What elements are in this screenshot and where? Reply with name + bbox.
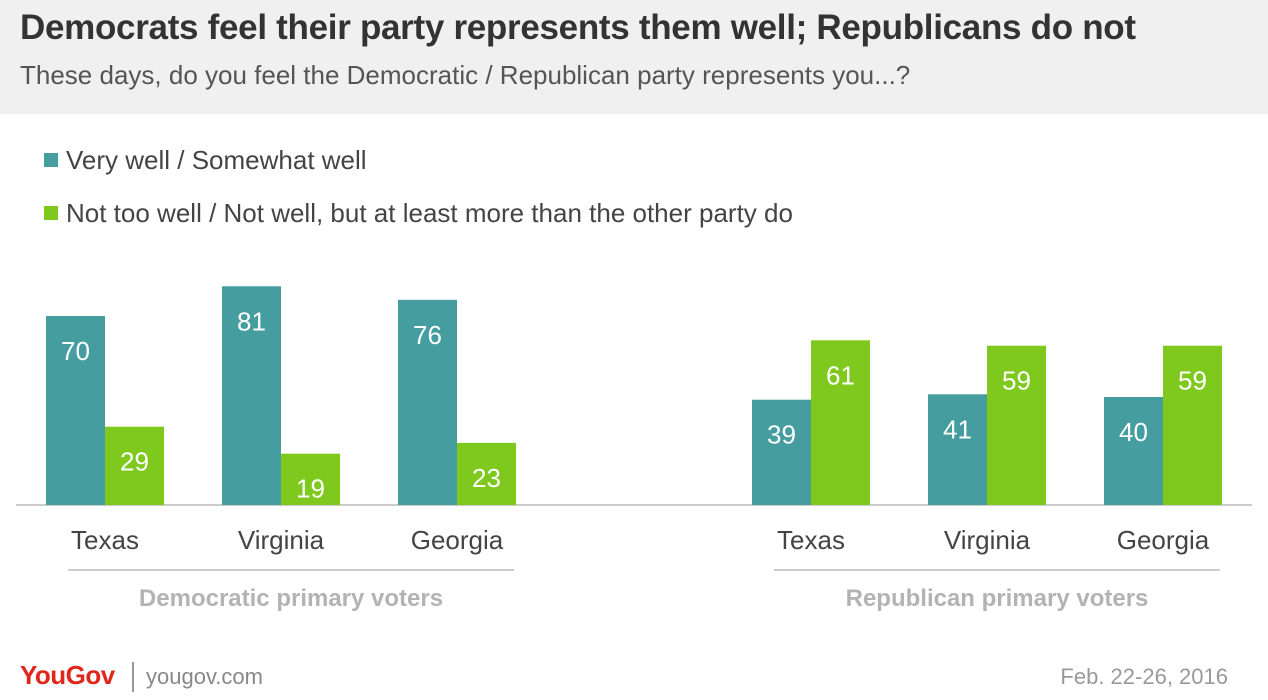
bar-1-2-1: [1163, 345, 1222, 505]
group-label-0: Democratic primary voters: [139, 585, 443, 612]
chart-title: Democrats feel their party represents th…: [20, 8, 1136, 47]
legend-swatch-teal: [44, 153, 58, 167]
category-label-1-0: Texas: [777, 525, 845, 555]
bar-0-2-0: [398, 299, 457, 505]
bar-0-2-1: [457, 442, 516, 505]
data-label-0-1-0: 81: [237, 306, 266, 336]
data-label-1-0-1: 61: [826, 360, 855, 390]
category-label-1-2: Georgia: [1117, 525, 1210, 555]
category-label-0-0: Texas: [71, 525, 139, 555]
legend-label-very-well: Very well / Somewhat well: [66, 144, 367, 175]
data-label-1-0-0: 39: [767, 420, 796, 450]
bar-1-1-0: [928, 394, 987, 505]
bar-1-1-1: [987, 345, 1046, 505]
legend-item-very-well: Very well / Somewhat well: [44, 145, 367, 175]
category-label-0-2: Georgia: [411, 525, 504, 555]
legend-label-not-well: Not too well / Not well, but at least mo…: [66, 197, 793, 228]
bar-1-0-1: [811, 340, 870, 505]
category-label-1-1: Virginia: [944, 525, 1031, 555]
data-label-1-1-1: 59: [1002, 366, 1031, 396]
bar-0-0-0: [46, 316, 105, 505]
legend-item-not-well: Not too well / Not well, but at least mo…: [44, 198, 793, 228]
bar-1-2-0: [1104, 397, 1163, 505]
yougov-logo: YouGov: [20, 660, 115, 690]
data-label-1-1-0: 41: [943, 414, 972, 444]
chart-subtitle: These days, do you feel the Democratic /…: [20, 60, 911, 90]
legend-swatch-green: [44, 206, 58, 220]
group-label-1: Republican primary voters: [846, 585, 1149, 612]
data-label-0-0-1: 29: [120, 447, 149, 477]
footer-divider: [132, 662, 134, 692]
header-band: Democrats feel their party represents th…: [0, 0, 1268, 114]
data-label-1-2-1: 59: [1178, 366, 1207, 396]
bar-0-1-0: [222, 286, 281, 505]
footer-date: Feb. 22-26, 2016: [1060, 664, 1228, 689]
bar-0-0-1: [105, 426, 164, 505]
data-label-0-1-1: 19: [296, 474, 325, 504]
data-label-0-2-0: 76: [413, 320, 442, 350]
bar-0-1-1: [281, 453, 340, 505]
bar-1-0-0: [752, 399, 811, 505]
data-label-1-2-0: 40: [1119, 417, 1148, 447]
data-label-0-2-1: 23: [472, 463, 501, 493]
category-label-0-1: Virginia: [238, 525, 325, 555]
data-label-0-0-0: 70: [61, 336, 90, 366]
footer-url: yougov.com: [146, 664, 263, 689]
